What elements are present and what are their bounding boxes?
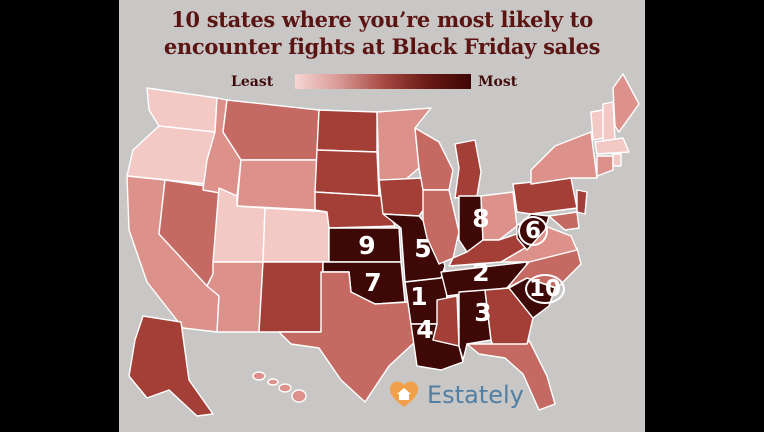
- rank-label-oklahoma: 7: [364, 268, 382, 297]
- state-montana: [222, 99, 320, 161]
- page-title: 10 states where you’re most likely to en…: [119, 6, 645, 60]
- state-mississippi: [432, 295, 460, 347]
- state-connecticut: [596, 155, 614, 177]
- state-massachusetts: [594, 137, 630, 155]
- state-oregon: [126, 125, 216, 185]
- title-line-1: 10 states where you’re most likely to: [171, 7, 593, 32]
- rank-label-arkansas: 1: [410, 282, 428, 311]
- state-maine: [612, 73, 640, 133]
- state-illinois: [422, 189, 460, 265]
- state-colorado: [262, 207, 330, 263]
- heart-house-icon: [390, 381, 418, 407]
- state-north-dakota: [316, 109, 378, 153]
- legend-least-label: Least: [231, 74, 274, 90]
- state-vermont: [590, 109, 604, 141]
- state-hawaii: [252, 371, 307, 403]
- rank-label-south-carolina: 10: [525, 274, 565, 304]
- state-south-dakota: [314, 149, 380, 197]
- state-pennsylvania: [512, 177, 578, 215]
- brand-name: Estately: [427, 381, 524, 409]
- state-washington: [146, 87, 218, 133]
- state-new-hampshire: [602, 101, 616, 143]
- rank-label-alabama: 3: [474, 298, 492, 327]
- rank-label-kansas: 9: [358, 231, 376, 260]
- state-new-york: [530, 131, 598, 185]
- us-map: [126, 73, 640, 417]
- legend-gradient-bar: [295, 74, 471, 89]
- rank-label-tennessee: 2: [472, 258, 490, 287]
- state-florida: [466, 339, 556, 411]
- rank-label-west-virginia: 6: [518, 216, 548, 246]
- state-ohio: [480, 191, 518, 241]
- rank-label-missouri: 5: [414, 234, 432, 263]
- rank-label-indiana: 8: [472, 204, 490, 233]
- state-alaska: [128, 315, 214, 417]
- title-line-2: encounter fights at Black Friday sales: [163, 34, 601, 59]
- state-wisconsin: [414, 127, 454, 191]
- state-new-jersey: [576, 189, 588, 215]
- legend-most-label: Most: [478, 74, 518, 90]
- state-michigan: [454, 139, 482, 199]
- rank-label-louisiana: 4: [416, 315, 434, 344]
- state-maryland: [548, 211, 580, 231]
- state-wyoming: [236, 159, 318, 211]
- state-rhode-island: [612, 153, 622, 167]
- map-card: 10 states where you’re most likely to en…: [119, 0, 645, 432]
- estately-logo: Estately: [389, 378, 524, 412]
- state-new-mexico: [258, 261, 324, 333]
- state-texas: [278, 271, 418, 403]
